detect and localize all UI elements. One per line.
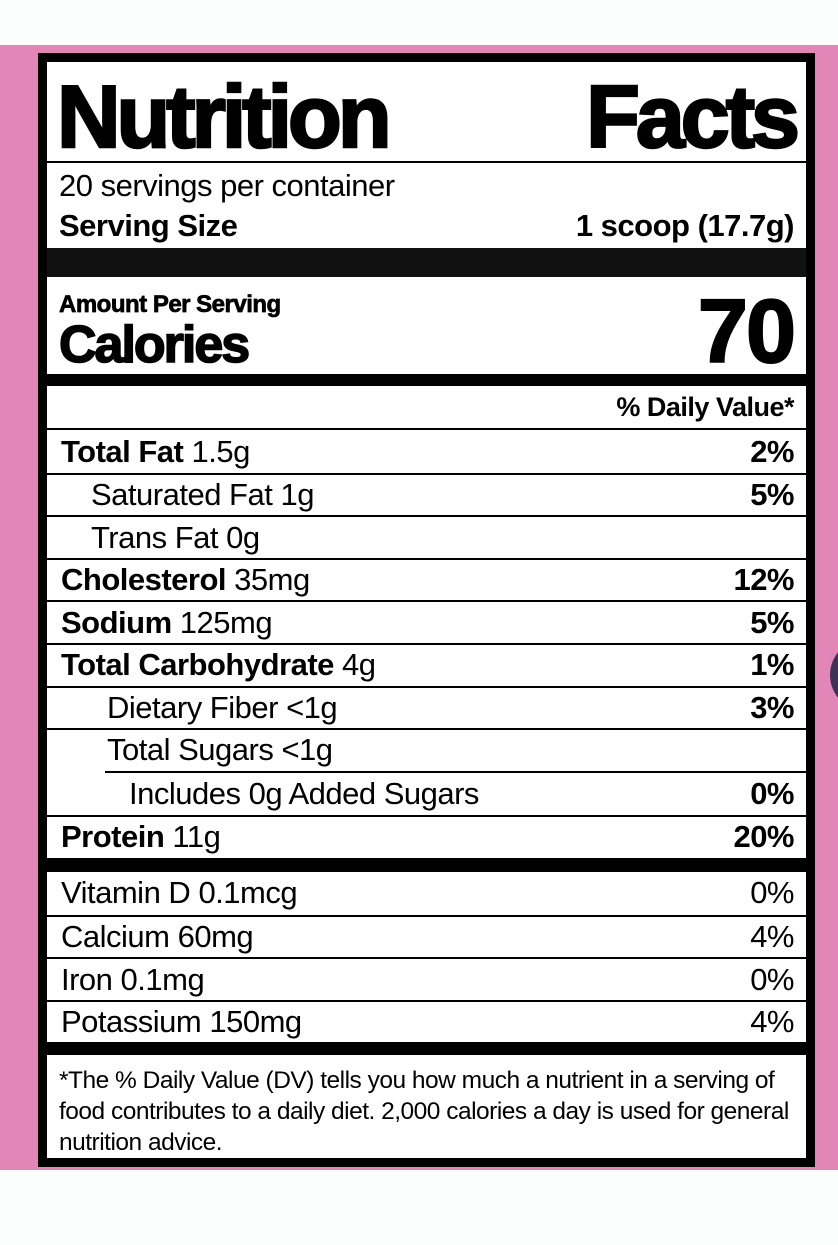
nutrient-name-text: Total Sugars xyxy=(107,732,274,768)
micronutrient-dv: 4% xyxy=(750,1004,794,1040)
nutrient-dv: 0% xyxy=(750,775,794,811)
nutrient-row-dietary-fiber: Dietary Fiber <1g 3% xyxy=(47,685,806,729)
serving-size-row: Serving Size 1 scoop (17.7g) xyxy=(47,203,806,247)
micronutrient-name-text: Potassium xyxy=(61,1004,202,1040)
micronutrient-amount: 60mg xyxy=(177,918,254,954)
micronutrient-name: Calcium 60mg xyxy=(61,918,254,955)
nutrient-amount: <1g xyxy=(286,689,338,725)
nutrient-name: Sodium 125mg xyxy=(61,604,273,641)
nutrient-amount: 1g xyxy=(280,477,314,513)
nutrient-row-protein: Protein 11g 20% xyxy=(47,815,806,858)
daily-value-header: % Daily Value* xyxy=(47,386,806,431)
nutrient-name-text: Trans Fat xyxy=(91,519,219,555)
micronutrient-name: Potassium 150mg xyxy=(61,1004,302,1040)
micronutrient-row-calcium: Calcium 60mg 4% xyxy=(47,914,806,958)
micronutrient-name-text: Iron xyxy=(61,961,113,997)
mid-separator-bar xyxy=(47,373,806,387)
thick-separator-bar-bottom xyxy=(47,1042,806,1055)
nutrient-name-text: Total Fat xyxy=(61,433,184,469)
micronutrient-dv: 0% xyxy=(750,875,794,911)
nutrient-name-text: Includes 0g Added Sugars xyxy=(129,775,479,811)
nutrient-name: Cholesterol 35mg xyxy=(61,562,310,598)
nutrient-name: Includes 0g Added Sugars xyxy=(61,776,479,812)
nutrient-name-text: Total Carbohydrate xyxy=(61,647,334,683)
title-word-nutrition: Nutrition xyxy=(56,66,393,166)
nutrient-dv: 3% xyxy=(750,689,794,725)
title-divider xyxy=(47,160,806,164)
micronutrient-dv: 0% xyxy=(750,961,794,997)
nutrient-name-text: Saturated Fat xyxy=(91,477,273,513)
nutrient-row-cholesterol: Cholesterol 35mg 12% xyxy=(47,557,806,601)
nutrient-dv: 12% xyxy=(733,562,794,598)
nutrient-name: Total Sugars <1g xyxy=(61,732,333,768)
thick-separator-bar-top xyxy=(47,247,806,277)
micronutrient-name-text: Vitamin D xyxy=(61,875,191,911)
title-word-facts: Facts xyxy=(585,66,801,166)
micronutrient-row-vitamin-d: Vitamin D 0.1mcg 0% xyxy=(47,872,806,915)
micronutrient-row-potassium: Potassium 150mg 4% xyxy=(47,999,806,1043)
nutrient-amount: 0g xyxy=(226,519,260,555)
nutrient-row-total-fat: Total Fat 1.5g 2% xyxy=(47,430,806,473)
nutrient-row-added-sugars: Includes 0g Added Sugars 0% xyxy=(47,773,806,816)
daily-value-footnote: *The % Daily Value (DV) tells you how mu… xyxy=(59,1066,789,1156)
micronutrient-name: Vitamin D 0.1mcg xyxy=(61,875,298,911)
amount-per-serving-label: Amount Per Serving xyxy=(59,290,282,318)
nutrient-name: Dietary Fiber <1g xyxy=(61,689,338,726)
calories-value: 70 xyxy=(697,281,797,382)
nutrient-name-text: Protein xyxy=(61,819,165,855)
thick-separator-bar-vitamins xyxy=(47,857,806,873)
nutrient-amount: <1g xyxy=(281,732,333,768)
nutrient-dv: 2% xyxy=(750,433,794,469)
nutrient-row-trans-fat: Trans Fat 0g xyxy=(47,515,806,558)
nutrient-dv: 5% xyxy=(750,477,794,513)
calories-block: Amount Per Serving Calories 70 xyxy=(47,277,806,382)
serving-size-value: 1 scoop (17.7g) xyxy=(575,207,795,243)
nutrient-amount: 4g xyxy=(342,647,376,683)
nutrient-name-text: Dietary Fiber xyxy=(107,689,278,725)
nutrient-name: Protein 11g xyxy=(61,819,221,855)
nutrient-dv: 5% xyxy=(750,604,794,640)
micronutrient-name-text: Calcium xyxy=(61,918,170,954)
nutrient-amount: 11g xyxy=(172,819,221,855)
micronutrient-amount: 150mg xyxy=(209,1004,302,1040)
nutrient-name-text: Sodium xyxy=(61,604,172,640)
nutrient-dv: 20% xyxy=(733,819,794,855)
micronutrient-name: Iron 0.1mg xyxy=(61,961,205,998)
serving-size-label: Serving Size xyxy=(59,207,238,243)
nutrient-dv: 1% xyxy=(750,647,794,683)
label-title: Nutrition Facts xyxy=(47,62,806,166)
nutrition-facts-label: Nutrition Facts 20 servings per containe… xyxy=(38,53,815,1167)
nutrient-row-sodium: Sodium 125mg 5% xyxy=(47,600,806,643)
nutrient-row-total-carbohydrate: Total Carbohydrate 4g 1% xyxy=(47,643,806,686)
nutrient-amount: 35mg xyxy=(234,562,310,598)
nutrient-name-text: Cholesterol xyxy=(61,562,227,598)
calories-label: Calories xyxy=(58,315,251,374)
micronutrient-amount: 0.1mcg xyxy=(198,875,298,911)
calories-left: Amount Per Serving Calories xyxy=(58,290,282,374)
nutrient-name: Trans Fat 0g xyxy=(61,520,260,556)
nutrient-amount: 125mg xyxy=(179,604,273,640)
nutrient-amount: 1.5g xyxy=(191,433,251,469)
micronutrient-row-iron: Iron 0.1mg 0% xyxy=(47,957,806,1000)
indented-divider xyxy=(105,770,806,773)
nutrient-name: Total Carbohydrate 4g xyxy=(61,647,376,683)
accent-circle xyxy=(830,639,838,711)
nutrient-row-total-sugars: Total Sugars <1g xyxy=(47,728,806,771)
nutrient-row-saturated-fat: Saturated Fat 1g 5% xyxy=(47,472,806,516)
servings-per-container: 20 servings per container xyxy=(59,168,395,204)
nutrient-name: Saturated Fat 1g xyxy=(61,477,314,513)
nutrient-name: Total Fat 1.5g xyxy=(61,434,250,470)
micronutrient-amount: 0.1mg xyxy=(120,961,205,997)
micronutrient-dv: 4% xyxy=(750,918,794,954)
